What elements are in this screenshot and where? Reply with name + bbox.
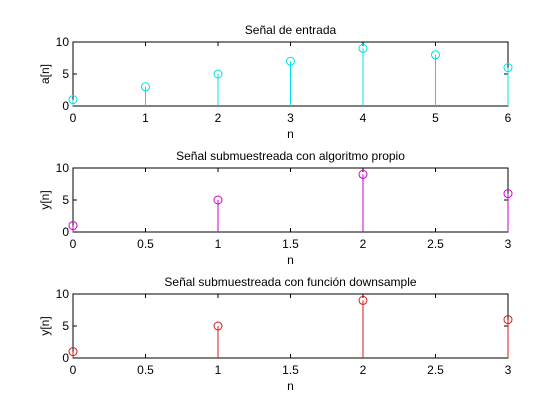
- y-tick-label: 0: [62, 351, 69, 365]
- x-tick-label: 1.5: [282, 363, 299, 377]
- x-tick-label: 3: [505, 237, 512, 251]
- stem-marker: [503, 189, 513, 199]
- y-axis-label: y[n]: [38, 316, 52, 335]
- y-tick-label: 5: [62, 67, 69, 81]
- y-tick-label: 10: [56, 287, 70, 301]
- stem-marker: [213, 321, 223, 331]
- x-tick-label: 2.5: [427, 363, 444, 377]
- stem-marker: [358, 43, 368, 53]
- y-tick-label: 5: [62, 319, 69, 333]
- stem-marker: [68, 347, 78, 357]
- chart-title: Señal submuestreada con función downsamp…: [164, 275, 416, 289]
- y-axis-label: y[n]: [38, 190, 52, 209]
- x-tick-label: 1.5: [282, 237, 299, 251]
- stem-marker: [68, 221, 78, 231]
- chart-title: Señal de entrada: [245, 23, 337, 37]
- x-tick-label: 2.5: [427, 237, 444, 251]
- y-axis-label: a[n]: [38, 64, 52, 84]
- x-tick-label: 3: [505, 363, 512, 377]
- axes-box: [72, 167, 509, 233]
- y-tick-label: 0: [62, 225, 69, 239]
- y-tick-label: 10: [56, 161, 70, 175]
- stem-marker: [358, 169, 368, 179]
- subplot-2: 0 0.5 1 1.5 2 2.5 3 0 5 10 Señal submuestreada con…: [38, 149, 513, 267]
- x-axis-label: n: [287, 379, 294, 393]
- stem-marker: [213, 195, 223, 205]
- chart-title: Señal submuestreada con algoritmo propio: [176, 149, 405, 163]
- x-tick-label: 5: [432, 111, 439, 125]
- x-tick-label: 2: [360, 363, 367, 377]
- subplot-1: 0 1 2 3 4 5 6 0 5 10 Señal de entrada n a[n]: [38, 23, 513, 141]
- stem-marker: [358, 295, 368, 305]
- x-tick-label: 0.5: [137, 363, 154, 377]
- x-tick-label: 0.5: [137, 237, 154, 251]
- x-tick-label: 0: [70, 363, 77, 377]
- y-tick-label: 10: [56, 35, 70, 49]
- x-tick-label: 3: [287, 111, 294, 125]
- stem-marker: [141, 82, 150, 92]
- stem-marker: [431, 50, 440, 60]
- y-tick-label: 0: [62, 99, 69, 113]
- stem-marker: [503, 315, 513, 325]
- x-tick-label: 1: [142, 111, 149, 125]
- x-tick-label: 0: [70, 237, 77, 251]
- axes-box: [72, 293, 509, 359]
- stem-marker: [213, 69, 223, 79]
- stem-marker: [68, 95, 78, 105]
- subplot-3: 0 0.5 1 1.5 2 2.5 3 0 5 10 Señal submuestreada con…: [38, 275, 513, 393]
- x-tick-label: 2: [215, 111, 222, 125]
- stem-marker: [503, 63, 513, 73]
- x-axis-label: n: [287, 253, 294, 267]
- x-tick-label: 0: [70, 111, 77, 125]
- x-tick-label: 1: [215, 363, 222, 377]
- stem-marker: [286, 56, 295, 66]
- x-tick-label: 6: [505, 111, 512, 125]
- x-tick-label: 4: [360, 111, 367, 125]
- x-tick-label: 1: [215, 237, 222, 251]
- x-axis-label: n: [287, 127, 294, 141]
- y-tick-label: 5: [62, 193, 69, 207]
- x-tick-label: 2: [360, 237, 367, 251]
